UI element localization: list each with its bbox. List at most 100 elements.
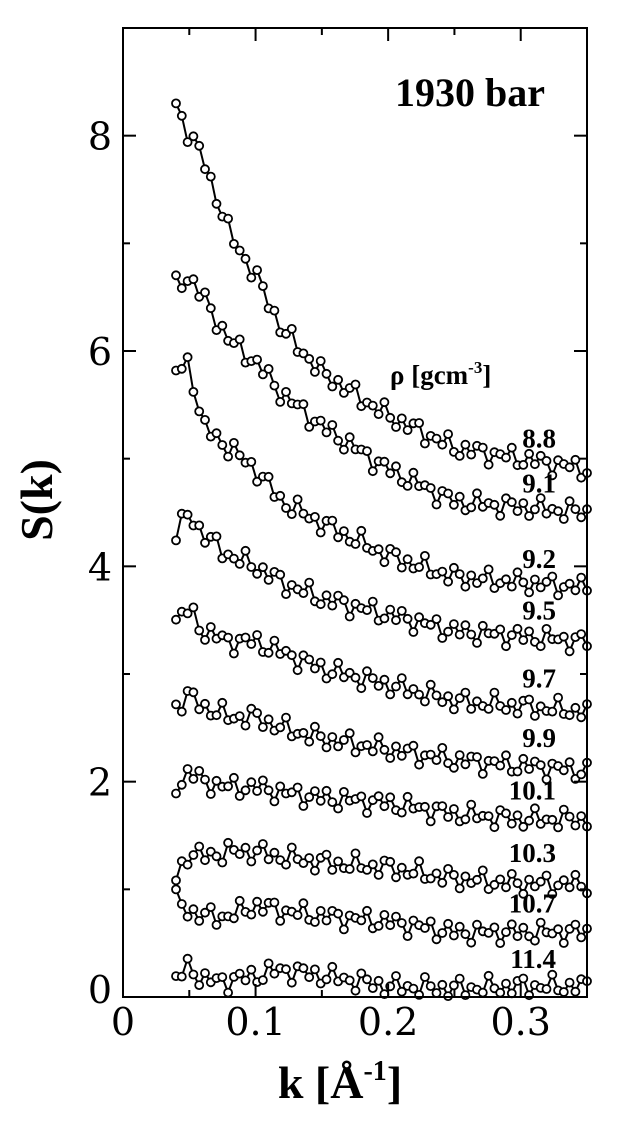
data-point [402, 613, 413, 624]
data-point [246, 456, 257, 467]
data-point [194, 916, 205, 926]
data-point [518, 498, 529, 509]
data-point [281, 589, 291, 599]
data-point [298, 399, 309, 410]
data-point [391, 422, 401, 432]
data-point [304, 736, 315, 747]
data-point [419, 696, 430, 707]
data-point [223, 781, 234, 792]
data-point [194, 625, 205, 636]
plot-border [122, 27, 588, 998]
data-point [321, 974, 332, 985]
y-tick-label: 0 [88, 968, 112, 1012]
data-point [443, 812, 454, 822]
data-point [333, 374, 344, 385]
data-point [576, 769, 587, 780]
data-point [315, 527, 326, 538]
data-point [437, 633, 448, 643]
data-point [396, 986, 407, 997]
data-point [477, 987, 488, 998]
data-point [367, 983, 378, 993]
data-point [489, 922, 500, 933]
data-point [182, 764, 193, 774]
data-point [257, 839, 268, 849]
data-point [564, 811, 575, 822]
data-point [524, 511, 534, 521]
data-point [518, 753, 529, 764]
data-point [385, 689, 396, 700]
data-point [477, 620, 488, 631]
data-point [501, 750, 511, 761]
data-point [373, 975, 384, 986]
data-point [541, 455, 552, 466]
data-point [327, 797, 338, 807]
x-tick-label: 0.3 [490, 1000, 550, 1044]
data-point [188, 131, 199, 142]
data-point [223, 213, 234, 224]
data-point [419, 923, 430, 933]
data-point [211, 775, 222, 786]
data-point [182, 608, 193, 619]
data-point [315, 657, 326, 668]
data-point [547, 706, 558, 717]
data-point [454, 750, 465, 760]
svg-text:k [Å-1]: k [Å-1] [278, 1056, 402, 1108]
data-point [558, 875, 569, 886]
data-point [171, 270, 181, 281]
data-point [524, 448, 534, 459]
legend-title-text: ρ [gcm [390, 360, 469, 390]
data-point [194, 406, 205, 417]
data-point [171, 884, 181, 895]
data-point [454, 491, 465, 502]
data-point [379, 910, 390, 920]
series-label: 9.5 [522, 596, 556, 626]
data-point [448, 762, 459, 773]
data-point [547, 889, 558, 899]
data-point [448, 870, 459, 880]
data-point [269, 380, 280, 391]
data-point [246, 909, 257, 920]
data-point [309, 512, 320, 522]
data-point [338, 735, 349, 745]
data-point [194, 704, 205, 715]
data-point [373, 409, 384, 420]
data-point [408, 467, 419, 478]
data-point [402, 791, 413, 802]
series-label: 9.7 [522, 664, 556, 694]
data-point [269, 847, 280, 858]
plot-frame [122, 27, 588, 998]
data-point [356, 683, 367, 694]
data-point [483, 970, 494, 981]
data-point [472, 488, 482, 499]
data-point [373, 681, 384, 691]
data-point [327, 669, 338, 680]
data-point [286, 650, 297, 661]
data-point [431, 433, 442, 444]
data-point [576, 712, 587, 723]
data-point [362, 974, 372, 985]
data-point [176, 363, 187, 374]
data-point [425, 483, 436, 493]
data-point [263, 363, 274, 374]
data-point [431, 988, 442, 998]
data-point [466, 937, 477, 948]
data-point [338, 526, 349, 536]
data-point [402, 931, 413, 941]
data-point [541, 624, 552, 634]
series-8.8: 8.8 [171, 98, 592, 483]
data-point [304, 792, 315, 802]
data-point [495, 987, 506, 998]
data-point [570, 919, 581, 930]
data-point [182, 137, 193, 148]
data-point [246, 964, 257, 975]
data-point [309, 786, 320, 796]
data-point [408, 684, 419, 694]
data-point [431, 499, 442, 510]
data-point [350, 985, 361, 996]
data-point [460, 871, 471, 882]
data-point [460, 929, 471, 940]
data-point [524, 764, 534, 774]
data-point [298, 348, 309, 359]
data-point [188, 850, 199, 860]
